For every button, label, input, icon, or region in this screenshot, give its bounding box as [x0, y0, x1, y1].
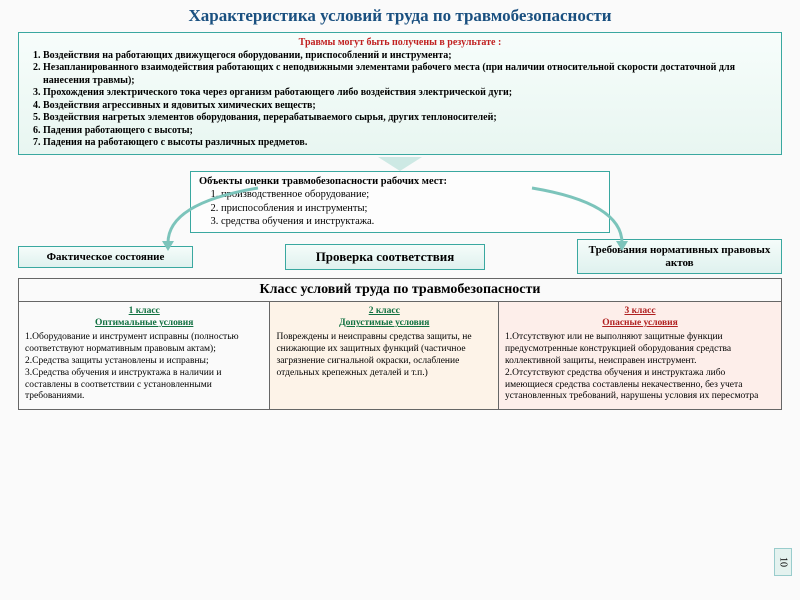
causes-header: Травмы могут быть получены в результате … [27, 37, 773, 50]
arrow-down-icon [378, 157, 422, 171]
page-number-badge: 10 [774, 548, 792, 576]
chip-actual-state: Фактическое состояние [18, 246, 193, 268]
list-item: Прохождения электрического тока через ор… [43, 87, 773, 100]
list-item: Воздействия нагретых элементов оборудова… [43, 112, 773, 125]
objects-header: Объекты оценки травмобезопасности рабочи… [199, 175, 601, 189]
list-item: средства обучения и инструктажа. [221, 215, 601, 229]
list-item: Воздействия на работающих движущегося об… [43, 50, 773, 63]
class-2-header: 2 класс Допустимые условия [276, 306, 492, 330]
list-item: приспособления и инструменты; [221, 202, 601, 216]
chip-regulatory-req: Требования нормативных правовых актов [577, 239, 782, 274]
class-3-header: 3 класс Опасные условия [505, 306, 775, 330]
list-item: Незапланированного взаимодействия работа… [43, 62, 773, 87]
list-item: Воздействия агрессивных и ядовитых химич… [43, 100, 773, 113]
class-1-body: 1.Оборудование и инструмент исправны (по… [25, 332, 263, 403]
class-3-body: 1.Отсутствуют или не выполняют защитные … [505, 332, 775, 403]
class-2-cell: 2 класс Допустимые условия Повреждены и … [270, 302, 499, 409]
class-table: Класс условий труда по травмобезопасност… [18, 278, 782, 410]
chip-compliance-check: Проверка соответствия [285, 244, 485, 270]
table-title: Класс условий труда по травмобезопасност… [19, 279, 781, 302]
compliance-row: Фактическое состояние Проверка соответст… [18, 239, 782, 274]
objects-box: Объекты оценки травмобезопасности рабочи… [190, 171, 610, 234]
list-item: Падения на работающего с высоты различны… [43, 137, 773, 150]
class-1-header: 1 класс Оптимальные условия [25, 306, 263, 330]
list-item: производственное оборудование; [221, 188, 601, 202]
list-item: Падения работающего с высоты; [43, 125, 773, 138]
class-2-body: Повреждены и неисправны средства защиты,… [276, 332, 492, 380]
causes-list: Воздействия на работающих движущегося об… [43, 50, 773, 150]
class-3-cell: 3 класс Опасные условия 1.Отсутствуют ил… [499, 302, 781, 409]
causes-box: Травмы могут быть получены в результате … [18, 32, 782, 155]
page-title: Характеристика условий труда по травмобе… [0, 0, 800, 30]
class-1-cell: 1 класс Оптимальные условия 1.Оборудован… [19, 302, 270, 409]
